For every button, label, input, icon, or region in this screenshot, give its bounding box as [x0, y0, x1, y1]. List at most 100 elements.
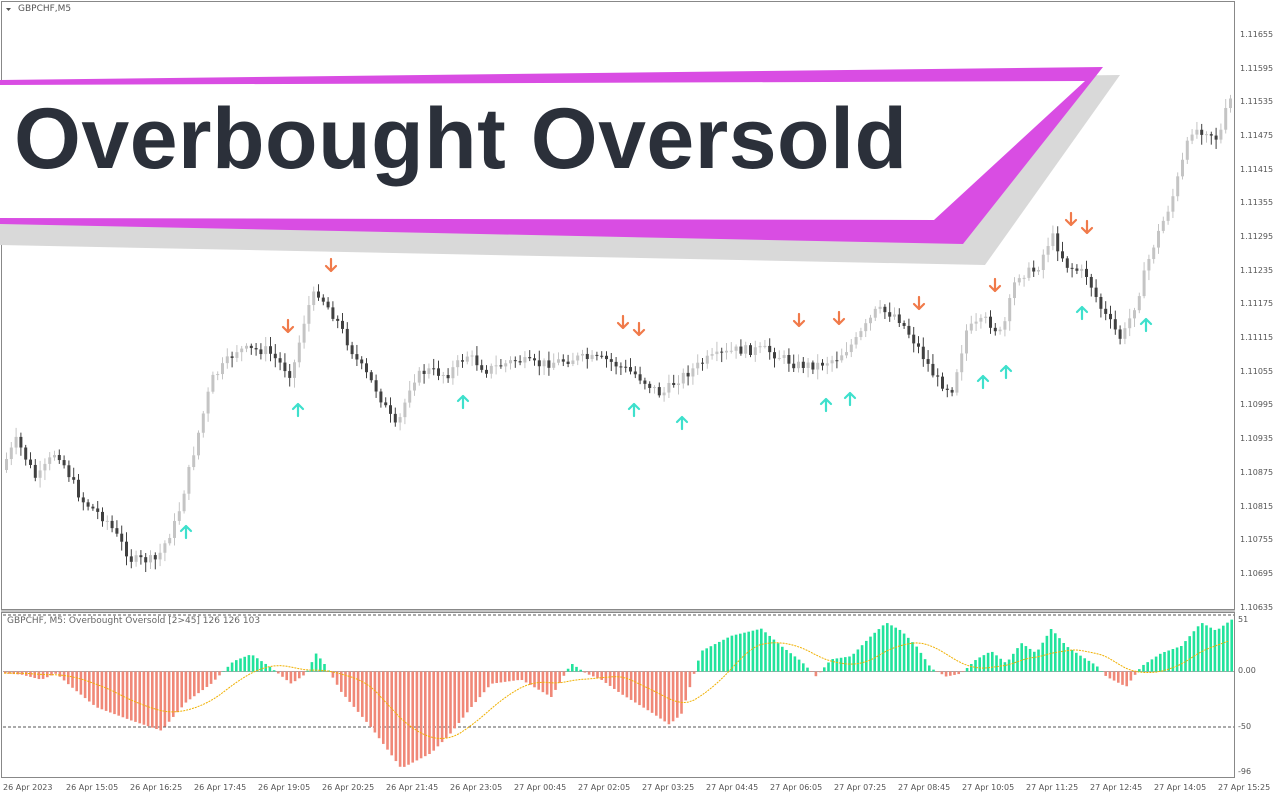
candle-body	[120, 533, 124, 542]
price-tick: 1.11415	[1240, 165, 1274, 174]
histogram-bar	[167, 671, 171, 722]
candle-body	[158, 552, 162, 560]
histogram-bar	[348, 671, 351, 702]
histogram-bar	[554, 671, 557, 690]
candle-body	[77, 479, 80, 498]
candle-body	[14, 436, 18, 448]
histogram-bar	[852, 653, 855, 672]
histogram-bar	[373, 671, 377, 733]
candle-body	[753, 347, 757, 355]
candle-body	[1089, 276, 1093, 288]
candle-body	[504, 363, 508, 367]
candle-body	[921, 346, 925, 360]
histogram-bar	[638, 671, 641, 706]
histogram-bar	[8, 671, 11, 674]
histogram-bar	[755, 629, 759, 672]
candle-body	[657, 387, 661, 396]
histogram-bar	[814, 671, 818, 677]
candle-body	[1099, 296, 1103, 309]
candle-body	[513, 360, 517, 362]
candle-body	[48, 457, 52, 464]
candle-body	[600, 355, 604, 357]
candle-body	[456, 360, 460, 368]
candle-body	[989, 316, 992, 328]
candle-body	[273, 353, 277, 359]
histogram-bar	[915, 646, 918, 672]
candle-body	[1147, 259, 1151, 271]
candle-body	[969, 323, 973, 331]
buy-arrow-icon	[976, 374, 990, 390]
dropdown-triangle-icon[interactable]	[6, 8, 11, 11]
chart-symbol-label[interactable]: GBPCHF,M5	[18, 4, 72, 14]
candle-body	[1142, 270, 1146, 297]
candle-body	[974, 321, 978, 324]
histogram-bar	[159, 671, 162, 731]
candle-body	[571, 360, 575, 364]
histogram-bar	[768, 635, 771, 672]
candle-body	[19, 436, 23, 448]
indicator-level-label: -96	[1238, 767, 1252, 776]
histogram-bar	[1129, 671, 1133, 681]
histogram-bar	[75, 671, 78, 692]
candle-body	[1037, 270, 1040, 272]
candle-body	[883, 306, 887, 313]
price-tick: 1.11055	[1240, 367, 1274, 376]
candle-body	[341, 320, 344, 329]
histogram-bar	[109, 671, 112, 713]
buy-arrow-icon	[291, 402, 305, 418]
candle-body	[201, 413, 205, 433]
histogram-bar	[894, 627, 897, 672]
candle-body	[1041, 254, 1045, 271]
time-tick: 26 Apr 17:45	[194, 783, 247, 792]
histogram-bar	[1209, 627, 1212, 672]
histogram-bar	[743, 632, 746, 672]
price-tick: 1.11235	[1240, 266, 1274, 275]
histogram-bar	[877, 629, 881, 672]
candle-body	[379, 391, 383, 403]
candle-body	[533, 358, 536, 361]
histogram-bar	[319, 658, 322, 672]
candle-body	[312, 291, 316, 306]
histogram-bar	[314, 653, 318, 672]
histogram-bar	[713, 644, 717, 672]
histogram-bar	[1133, 671, 1137, 675]
histogram-bar	[369, 671, 372, 727]
candle-body	[1205, 134, 1208, 136]
histogram-bar	[340, 671, 343, 692]
histogram-bar	[1167, 650, 1170, 672]
histogram-bar	[71, 671, 74, 688]
histogram-bar	[940, 671, 944, 675]
candle-body	[864, 323, 868, 332]
candle-body	[773, 352, 776, 359]
candle-body	[1176, 176, 1180, 197]
histogram-bar	[1154, 656, 1158, 672]
candle-body	[110, 520, 114, 529]
candle-body	[29, 459, 32, 465]
histogram-bar	[718, 641, 721, 672]
candle-body	[941, 376, 944, 389]
histogram-bar	[306, 670, 309, 672]
histogram-bar	[104, 671, 108, 711]
histogram-bar	[474, 671, 477, 703]
candle-body	[955, 372, 959, 393]
histogram-bar	[961, 671, 965, 673]
histogram-bar	[806, 667, 809, 672]
candle-body	[1118, 329, 1122, 339]
histogram-bar	[428, 671, 431, 755]
candle-body	[437, 368, 440, 376]
candle-body	[984, 316, 988, 318]
indicator-level-label: -50	[1238, 722, 1252, 731]
candle-body	[5, 459, 8, 470]
candle-body	[67, 465, 71, 478]
histogram-bar	[751, 630, 755, 672]
histogram-bar	[734, 634, 738, 672]
candle-body	[931, 363, 935, 376]
candle-body	[840, 355, 844, 361]
histogram-bar	[243, 656, 246, 672]
histogram-bar	[424, 671, 427, 757]
histogram-bar	[902, 633, 906, 672]
histogram-bar	[545, 671, 549, 695]
histogram-bar	[403, 671, 406, 767]
time-tick: 27 Apr 00:45	[514, 783, 567, 792]
